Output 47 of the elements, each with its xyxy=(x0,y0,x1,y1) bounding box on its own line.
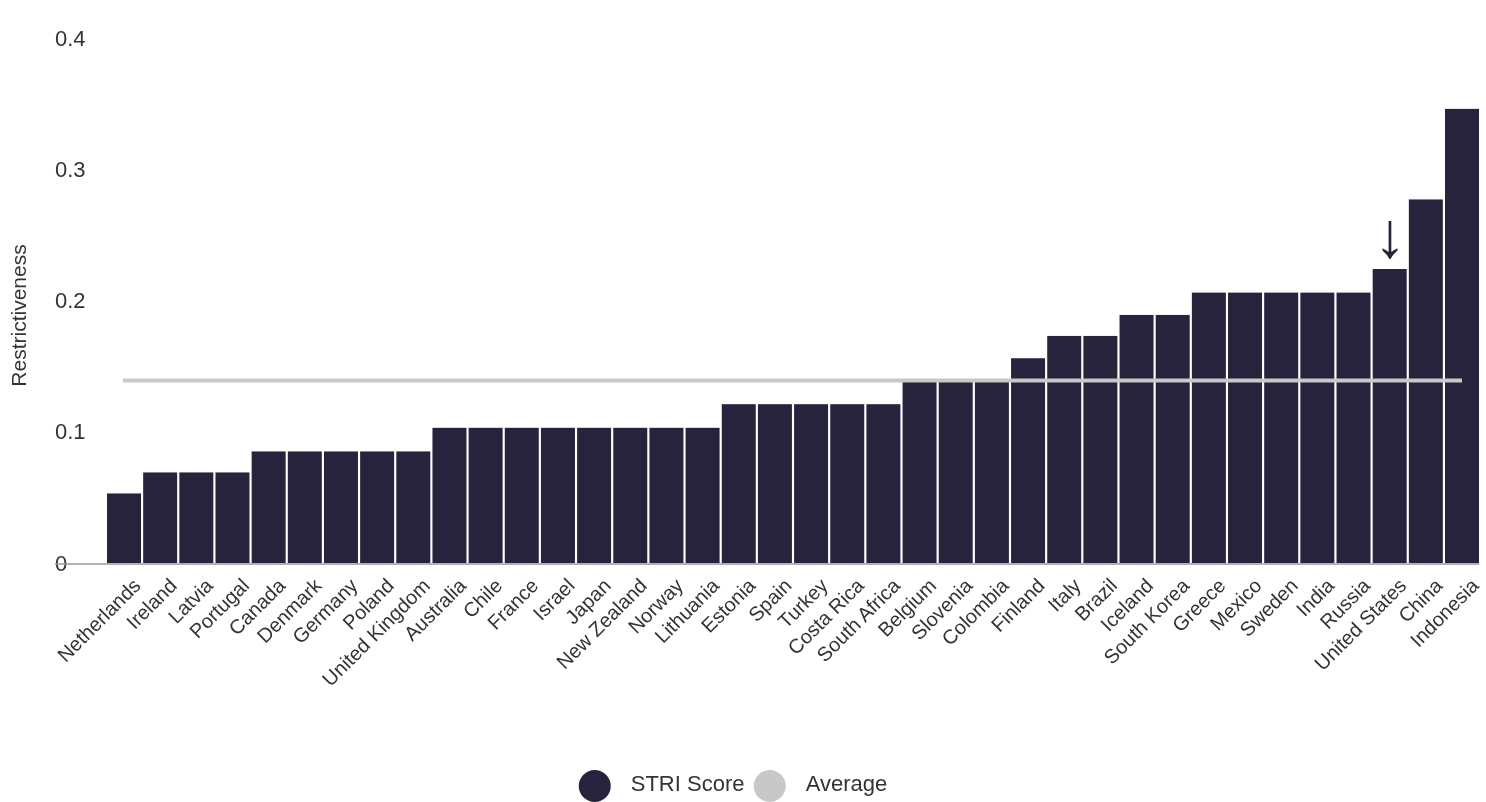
bar xyxy=(287,451,322,563)
bar xyxy=(902,380,937,563)
bar xyxy=(866,404,901,563)
y-tick-label: 0.3 xyxy=(55,156,86,182)
bar xyxy=(251,451,286,563)
bar xyxy=(830,404,865,563)
bar xyxy=(1264,292,1299,563)
bar xyxy=(179,472,214,563)
bar xyxy=(143,472,178,563)
bar xyxy=(649,427,684,563)
bar xyxy=(215,472,250,563)
bar xyxy=(468,427,503,563)
y-tick-label: 0.2 xyxy=(55,288,86,314)
bar xyxy=(504,427,539,563)
bar xyxy=(1300,292,1335,563)
bar xyxy=(757,404,792,563)
bar xyxy=(938,380,973,563)
bar xyxy=(1445,108,1479,563)
bar xyxy=(577,427,612,563)
y-axis-title: Restrictiveness xyxy=(7,244,30,387)
bar xyxy=(432,427,467,563)
y-tick-label: 0 xyxy=(55,550,68,576)
bar xyxy=(540,427,575,563)
y-tick-label: 0.1 xyxy=(55,419,86,445)
bar xyxy=(1408,199,1443,563)
bar xyxy=(1228,292,1263,563)
bar xyxy=(1011,358,1046,563)
bar xyxy=(1336,292,1371,563)
annotation: ↓ xyxy=(1373,199,1406,271)
bar xyxy=(794,404,829,563)
bar xyxy=(360,451,395,563)
bar xyxy=(1083,335,1118,563)
bar xyxy=(323,451,358,563)
legend-label: Average xyxy=(805,770,888,796)
bar xyxy=(613,427,648,563)
bar xyxy=(107,493,141,563)
bar xyxy=(396,451,431,563)
bar xyxy=(1119,314,1154,563)
bar xyxy=(1047,335,1082,563)
legend-label: STRI Score xyxy=(630,770,745,796)
y-tick-label: 0.4 xyxy=(55,25,86,51)
bar xyxy=(974,380,1009,563)
bar xyxy=(685,427,720,563)
bar xyxy=(721,404,756,563)
bar xyxy=(1191,292,1226,563)
bar xyxy=(1155,314,1190,563)
bar xyxy=(1372,269,1407,563)
